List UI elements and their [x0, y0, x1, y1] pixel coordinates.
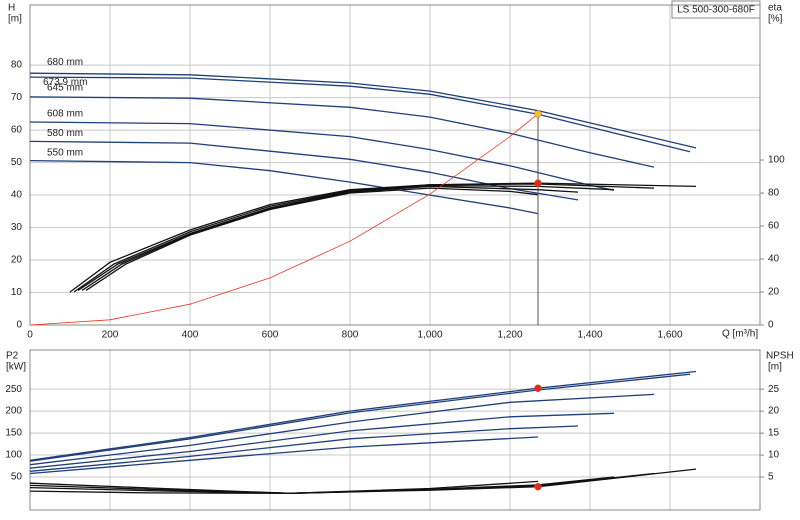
- y2-tick-label: 5: [768, 472, 774, 483]
- y2-tick-label: 20: [768, 406, 780, 417]
- y-unit: [kW]: [6, 362, 26, 373]
- curve-label: 680 mm: [47, 57, 83, 68]
- efficiency-curve: [77, 184, 615, 291]
- y-label: H: [8, 3, 15, 14]
- y-tick-label: 0: [16, 320, 22, 331]
- y-tick-label: 30: [11, 222, 23, 233]
- curve: [29, 370, 697, 461]
- y-tick-label: 50: [11, 157, 23, 168]
- y2-tick-label: 10: [768, 450, 780, 461]
- curve-label: 673.9 mm: [43, 77, 87, 88]
- y-tick-label: 250: [5, 384, 22, 395]
- y2-tick-label: 15: [768, 428, 780, 439]
- curve: [29, 96, 655, 168]
- y-tick-label: 60: [11, 125, 23, 136]
- plot-frame: [29, 4, 761, 326]
- x-label: Q [m³/h]: [722, 329, 758, 340]
- x-tick-label: 400: [182, 330, 199, 341]
- curve: [29, 140, 579, 201]
- y-tick-label: 10: [11, 287, 23, 298]
- y2-label: NPSH: [766, 351, 794, 362]
- duty-point: [534, 384, 542, 392]
- efficiency-curve: [73, 183, 655, 293]
- y2-tick-label: 20: [768, 287, 780, 298]
- curve: [29, 393, 655, 466]
- curve-label: 645 mm: [47, 83, 83, 94]
- x-tick-label: 1,400: [577, 330, 602, 341]
- y-tick-label: 50: [11, 472, 23, 483]
- y-tick-label: 200: [5, 406, 22, 417]
- x-tick-label: 800: [342, 330, 359, 341]
- curve: [29, 72, 697, 149]
- y-unit: [m]: [8, 14, 22, 25]
- y-tick-label: 40: [11, 190, 23, 201]
- curve-label: 608 mm: [47, 109, 83, 120]
- y-tick-label: 70: [11, 92, 23, 103]
- curve: [29, 412, 615, 469]
- curve: [29, 373, 691, 462]
- curve: [29, 159, 539, 215]
- curve: [29, 425, 579, 472]
- duty-point: [534, 110, 542, 118]
- y2-tick-label: 0: [768, 320, 774, 331]
- x-tick-label: 1,600: [657, 330, 682, 341]
- curve-label: 550 mm: [47, 147, 83, 158]
- y-label: P2: [6, 351, 19, 362]
- x-tick-label: 0: [27, 330, 33, 341]
- y-tick-label: 150: [5, 428, 22, 439]
- y2-tick-label: 80: [768, 188, 780, 199]
- y-tick-label: 80: [11, 60, 23, 71]
- chart-title: LS 500-300-680F: [677, 5, 755, 16]
- y2-tick-label: 25: [768, 384, 780, 395]
- efficiency-curve: [29, 480, 539, 494]
- y2-unit: [%]: [768, 14, 783, 25]
- y2-unit: [m]: [768, 362, 782, 373]
- plot-frame: [29, 349, 761, 511]
- y-tick-label: 20: [11, 255, 23, 266]
- curve: [29, 76, 691, 153]
- x-tick-label: 200: [102, 330, 119, 341]
- efficiency-curve: [81, 185, 579, 291]
- curve-label: 580 mm: [47, 128, 83, 139]
- y-tick-label: 100: [5, 450, 22, 461]
- x-tick-label: 1,200: [497, 330, 522, 341]
- x-tick-label: 600: [262, 330, 279, 341]
- y2-tick-label: 40: [768, 254, 780, 265]
- curve: [29, 113, 539, 326]
- duty-point: [534, 179, 542, 187]
- efficiency-curve: [69, 182, 697, 293]
- y2-tick-label: 60: [768, 221, 780, 232]
- y2-label: eta: [768, 3, 782, 14]
- y2-tick-label: 100: [768, 155, 785, 166]
- efficiency-curve: [85, 187, 539, 291]
- x-tick-label: 1,000: [417, 330, 442, 341]
- curve: [29, 436, 539, 475]
- duty-point: [534, 482, 542, 491]
